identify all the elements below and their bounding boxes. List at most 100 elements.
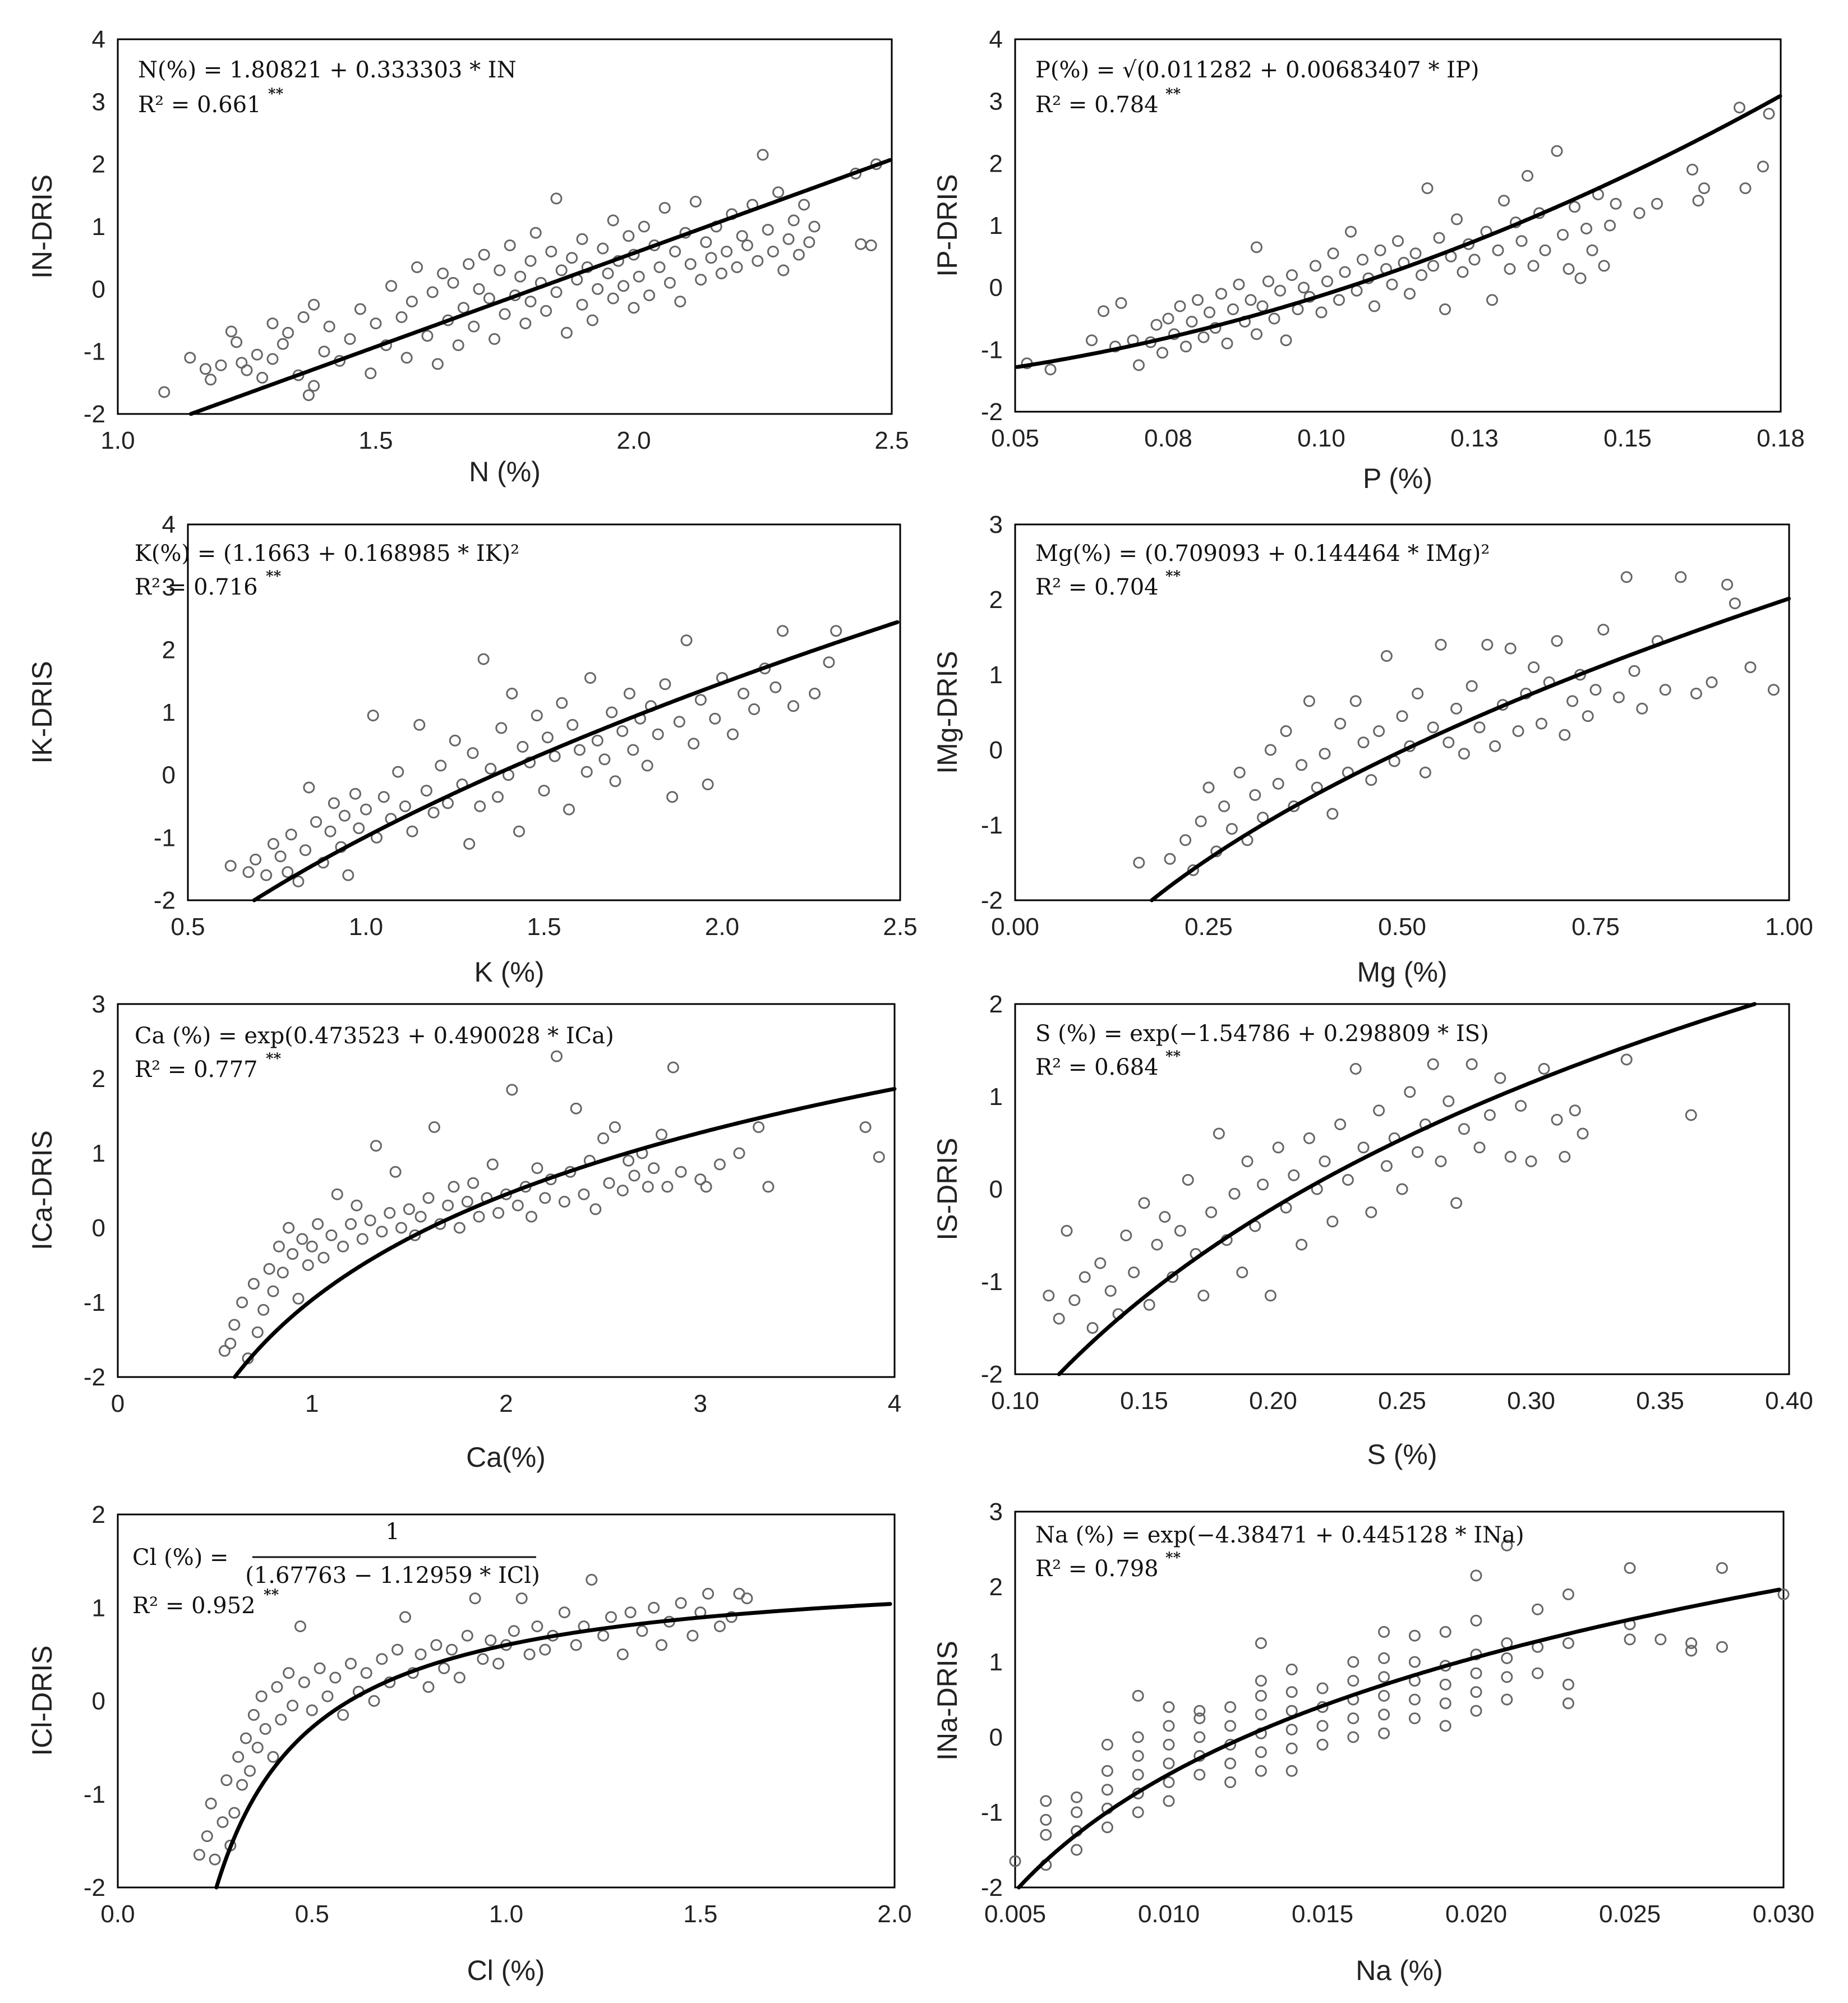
data-point xyxy=(1562,1637,1574,1649)
data-point xyxy=(689,196,702,208)
data-point xyxy=(1349,1063,1362,1075)
data-point xyxy=(695,274,707,286)
data-point xyxy=(1659,684,1671,696)
data-point xyxy=(578,1188,590,1200)
plot-frame xyxy=(1014,523,1790,901)
data-point xyxy=(1515,1100,1527,1112)
data-point xyxy=(1128,1267,1140,1278)
data-point xyxy=(395,1222,407,1234)
data-point xyxy=(1685,1637,1698,1649)
data-point xyxy=(1551,635,1563,647)
data-point xyxy=(285,828,297,841)
significance-marker: ** xyxy=(1165,568,1181,585)
data-point xyxy=(702,1587,715,1600)
data-point xyxy=(702,778,714,790)
data-point xyxy=(1236,1267,1248,1278)
data-point xyxy=(1280,334,1292,347)
data-point xyxy=(413,719,426,731)
data-point xyxy=(267,838,279,850)
data-point xyxy=(422,1681,435,1693)
data-point xyxy=(873,1151,885,1163)
data-point xyxy=(589,1203,602,1215)
x-axis-title: Cl (%) xyxy=(467,1955,545,1986)
data-point xyxy=(1427,1058,1439,1070)
x-tick-label: 1.5 xyxy=(683,1900,717,1928)
x-tick-label: 0.5 xyxy=(295,1900,329,1928)
data-point xyxy=(370,317,382,330)
data-point xyxy=(453,1222,466,1234)
y-tick-label: 1 xyxy=(92,1594,105,1622)
data-point xyxy=(495,722,508,734)
data-point xyxy=(713,1620,726,1632)
data-point xyxy=(1256,300,1269,312)
data-point xyxy=(485,1634,497,1646)
data-point xyxy=(1569,1104,1581,1117)
data-point xyxy=(1685,1645,1698,1657)
data-point xyxy=(517,740,529,753)
data-point xyxy=(713,1158,726,1171)
data-point xyxy=(1404,288,1416,300)
data-point xyxy=(1763,108,1775,120)
data-point xyxy=(602,268,614,279)
data-point xyxy=(1450,702,1463,715)
data-point xyxy=(1451,213,1463,225)
data-point xyxy=(228,1807,241,1819)
data-point xyxy=(201,1830,213,1843)
data-point xyxy=(508,1625,520,1637)
data-point xyxy=(616,1185,629,1196)
data-point xyxy=(353,822,365,835)
y-tick-label: -1 xyxy=(154,824,176,851)
data-point xyxy=(292,876,305,887)
data-point xyxy=(603,1177,615,1189)
data-point xyxy=(1319,748,1331,760)
y-tick-label: 2 xyxy=(989,150,1003,177)
plot-frame xyxy=(117,1003,896,1378)
data-point xyxy=(492,791,504,803)
data-point xyxy=(351,1199,363,1212)
data-point xyxy=(1272,1141,1284,1154)
data-point xyxy=(370,1140,382,1152)
data-point xyxy=(345,1657,357,1670)
data-point xyxy=(555,264,568,277)
data-point xyxy=(1378,1709,1390,1721)
data-point xyxy=(859,1121,872,1133)
data-point xyxy=(414,1210,427,1223)
data-point xyxy=(538,785,550,797)
data-point xyxy=(616,725,629,737)
data-point xyxy=(276,1267,289,1279)
data-point xyxy=(1303,1132,1315,1144)
data-point xyxy=(524,296,537,308)
data-point xyxy=(1378,1626,1390,1638)
data-point xyxy=(399,1611,411,1623)
data-point xyxy=(367,710,379,722)
data-point xyxy=(467,1177,480,1189)
data-point xyxy=(531,1620,543,1632)
data-point xyxy=(318,346,330,358)
data-point xyxy=(1009,1855,1021,1867)
data-point xyxy=(302,389,315,402)
data-point xyxy=(431,358,444,370)
x-tick-label: 0.15 xyxy=(1603,425,1652,452)
data-point xyxy=(1538,1063,1550,1075)
data-point xyxy=(1470,1686,1482,1698)
y-axis-title: IK-DRIS xyxy=(26,661,58,763)
data-point xyxy=(705,252,717,264)
data-point xyxy=(638,220,650,233)
data-point xyxy=(467,747,479,759)
data-point xyxy=(317,1251,330,1264)
significance-marker: ** xyxy=(266,568,282,585)
data-point xyxy=(1551,145,1563,157)
data-point xyxy=(1368,300,1380,312)
y-tick-label: 2 xyxy=(989,1573,1003,1601)
data-point xyxy=(1098,305,1109,317)
r-squared: R² = 0.716 xyxy=(135,574,258,600)
data-point xyxy=(308,298,320,311)
y-tick-label: 1 xyxy=(989,661,1003,689)
data-point xyxy=(1262,275,1274,288)
data-point xyxy=(1504,642,1517,655)
data-point xyxy=(405,296,418,308)
data-point xyxy=(823,656,835,669)
data-point xyxy=(1559,729,1571,741)
y-tick-label: -1 xyxy=(84,1289,105,1316)
